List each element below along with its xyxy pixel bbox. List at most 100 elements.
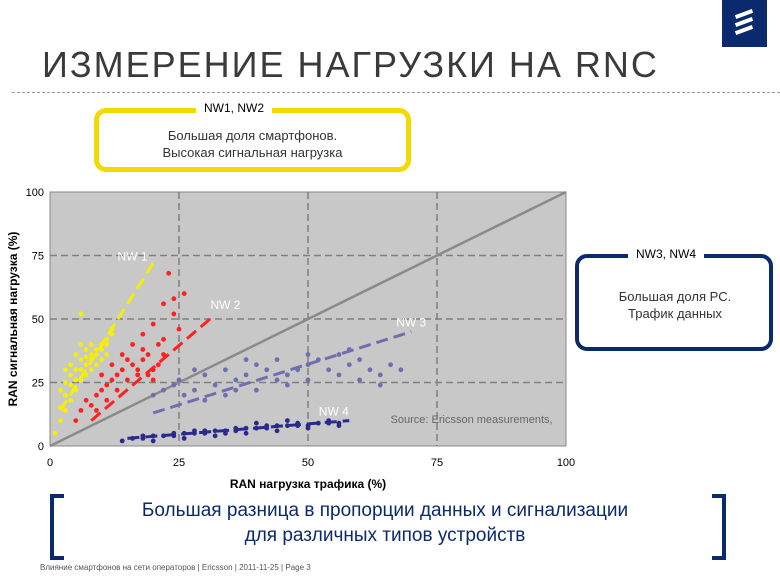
left-bracket bbox=[50, 494, 64, 560]
data-point bbox=[346, 362, 352, 368]
series-label: NW 4 bbox=[319, 405, 349, 419]
data-point bbox=[357, 377, 362, 383]
right-bracket bbox=[712, 494, 726, 560]
data-point bbox=[63, 392, 68, 398]
data-point bbox=[212, 382, 218, 388]
data-point bbox=[336, 352, 342, 357]
data-point bbox=[78, 311, 84, 317]
data-point bbox=[336, 372, 342, 378]
data-point bbox=[119, 438, 125, 444]
data-point bbox=[284, 382, 290, 388]
data-point bbox=[223, 392, 228, 398]
data-point bbox=[150, 321, 156, 327]
data-point bbox=[94, 392, 99, 398]
data-point bbox=[140, 433, 146, 439]
data-point bbox=[254, 420, 259, 426]
data-point bbox=[326, 367, 332, 373]
pc-callout-text: Большая доля PC. Трафик данных bbox=[580, 288, 770, 322]
data-point bbox=[284, 423, 290, 429]
data-point bbox=[192, 428, 197, 434]
data-point bbox=[135, 367, 141, 373]
data-point bbox=[202, 397, 208, 403]
data-point bbox=[171, 296, 177, 302]
data-point bbox=[63, 380, 68, 385]
data-point bbox=[73, 418, 79, 423]
y-tick-label: 50 bbox=[32, 314, 44, 326]
data-point bbox=[114, 387, 120, 393]
footer-text: Влияние смартфонов на сети операторов | … bbox=[40, 563, 311, 572]
data-point bbox=[176, 377, 182, 383]
data-point bbox=[104, 342, 110, 347]
data-point bbox=[109, 362, 115, 368]
data-point bbox=[254, 387, 259, 393]
data-point bbox=[140, 331, 146, 337]
data-point bbox=[88, 342, 94, 347]
data-point bbox=[150, 377, 156, 383]
data-point bbox=[130, 342, 135, 347]
data-point bbox=[94, 408, 99, 413]
data-point bbox=[357, 357, 362, 363]
x-tick-label: 0 bbox=[47, 457, 53, 469]
smartphone-callout-tag: NW1, NW2 bbox=[196, 101, 272, 115]
data-point bbox=[83, 354, 89, 360]
data-point bbox=[57, 387, 63, 393]
data-point bbox=[83, 362, 89, 368]
data-point bbox=[202, 372, 208, 378]
smartphone-callout-text: Большая доля смартфонов. Высокая сигналь… bbox=[100, 127, 405, 161]
smartphone-callout-line2: Высокая сигнальная нагрузка bbox=[162, 145, 343, 160]
data-point bbox=[68, 397, 74, 403]
data-point bbox=[78, 357, 84, 363]
data-point bbox=[377, 372, 383, 378]
data-point bbox=[99, 357, 104, 363]
data-point bbox=[166, 270, 172, 276]
data-point bbox=[155, 342, 161, 347]
diagonal-reference-line bbox=[49, 190, 567, 448]
data-point bbox=[145, 352, 151, 357]
data-point bbox=[68, 382, 74, 388]
data-point bbox=[119, 352, 125, 357]
smartphone-callout-line1: Большая доля смартфонов. bbox=[167, 128, 338, 143]
data-point bbox=[109, 377, 115, 383]
data-point bbox=[88, 402, 94, 408]
data-point bbox=[94, 347, 99, 352]
data-point bbox=[155, 362, 161, 368]
pc-callout-line2: Трафик данных bbox=[628, 306, 722, 321]
x-tick-label: 75 bbox=[431, 457, 443, 469]
data-point bbox=[73, 352, 79, 357]
data-point bbox=[125, 377, 130, 383]
data-point bbox=[150, 438, 156, 444]
series-label: NW 3 bbox=[396, 316, 426, 330]
data-point bbox=[243, 372, 249, 378]
y-tick-label: 100 bbox=[26, 187, 44, 199]
pc-callout-line1: Большая доля PC. bbox=[618, 289, 732, 304]
data-point bbox=[140, 347, 146, 352]
data-point bbox=[125, 357, 130, 363]
data-point bbox=[63, 408, 68, 413]
data-point bbox=[161, 336, 166, 342]
data-point bbox=[161, 301, 166, 307]
data-point bbox=[274, 357, 280, 363]
data-point bbox=[171, 311, 177, 317]
data-point bbox=[57, 418, 63, 423]
series-label: NW 2 bbox=[210, 298, 240, 312]
data-point bbox=[336, 423, 342, 429]
data-point bbox=[104, 352, 110, 357]
data-point bbox=[181, 435, 187, 441]
data-point bbox=[114, 372, 120, 378]
data-point bbox=[104, 382, 110, 388]
y-axis-label: RAN сигнальная нагрузка (%) bbox=[6, 232, 20, 407]
series-trend-line bbox=[127, 419, 350, 440]
page-title: ИЗМЕРЕНИЕ НАГРУЗКИ НА RNC bbox=[42, 44, 659, 85]
data-point bbox=[94, 362, 99, 368]
pc-callout-tag: NW3, NW4 bbox=[628, 247, 704, 261]
data-point bbox=[63, 367, 68, 373]
data-point bbox=[305, 425, 311, 431]
data-point bbox=[68, 362, 74, 368]
series-trend-line bbox=[90, 317, 211, 422]
conclusion-text: Большая разница в пропорции данных и сиг… bbox=[70, 498, 700, 548]
data-point bbox=[135, 372, 141, 378]
data-point bbox=[305, 352, 311, 357]
series-trend-line bbox=[152, 330, 412, 415]
x-axis-label: RAN нагрузка трафика (%) bbox=[230, 477, 386, 491]
y-tick-label: 25 bbox=[32, 378, 44, 390]
